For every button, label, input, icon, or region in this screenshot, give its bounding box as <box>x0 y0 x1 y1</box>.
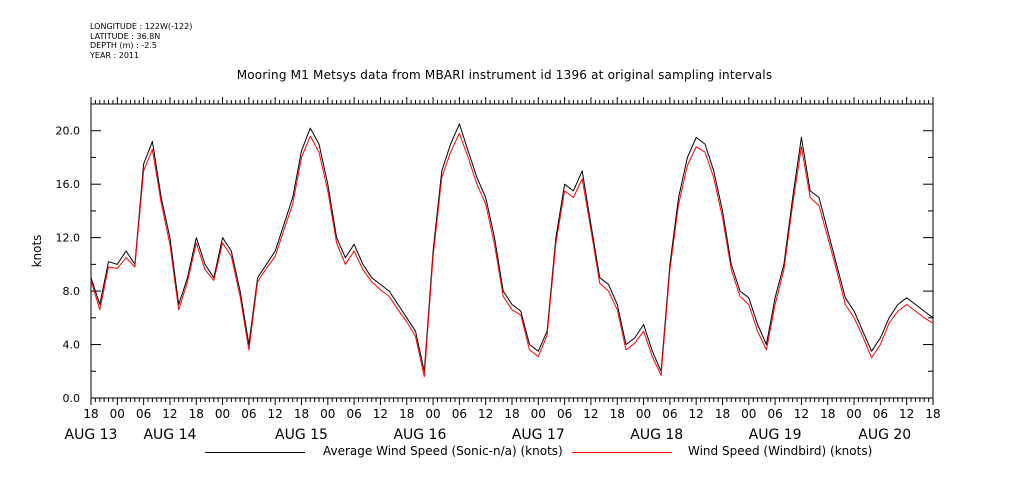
x-day-label: AUG 20 <box>858 427 911 443</box>
x-hour-tick-label: 00 <box>215 407 230 421</box>
legend-label-sonic: Average Wind Speed (Sonic-n/a) (knots) <box>323 444 563 458</box>
y-tick-label: 0.0 <box>63 392 81 405</box>
x-hour-tick-label: 06 <box>557 407 572 421</box>
series-line-windbird <box>90 132 934 378</box>
x-hour-tick-label: 12 <box>268 407 283 421</box>
x-hour-tick-label: 18 <box>83 407 98 421</box>
x-hour-tick-label: 12 <box>583 407 598 421</box>
x-hour-tick-label: 06 <box>346 407 361 421</box>
x-day-label: AUG 13 <box>65 427 118 443</box>
x-day-label: AUG 18 <box>630 427 683 443</box>
x-hour-tick-label: 18 <box>820 407 835 421</box>
x-minor-ticks <box>90 97 934 405</box>
x-hour-tick-label: 00 <box>846 407 861 421</box>
chart-title: Mooring M1 Metsys data from MBARI instru… <box>236 68 773 82</box>
x-hour-tick-label: 12 <box>689 407 704 421</box>
x-day-label: AUG 15 <box>275 427 328 443</box>
x-day-label: AUG 17 <box>512 427 565 443</box>
x-day-label: AUG 14 <box>143 427 196 443</box>
longitude-text: LONGITUDE : 122W(-122) <box>90 22 193 31</box>
x-hour-tick-label: 00 <box>320 407 335 421</box>
x-hour-tick-label: 18 <box>189 407 204 421</box>
y-axis-ticks: 0.0 4.0 8.0 12.0 16.0 20.0 <box>56 125 933 405</box>
x-hour-tick-label: 18 <box>504 407 519 421</box>
x-hour-tick-label: 12 <box>373 407 388 421</box>
x-hour-tick-label: 18 <box>294 407 309 421</box>
x-hour-tick-label: 00 <box>531 407 546 421</box>
plot-frame <box>90 103 934 399</box>
x-hour-tick-label: 06 <box>767 407 782 421</box>
latitude-text: LATITUDE : 36.8N <box>90 31 161 41</box>
x-hour-tick-label: 00 <box>110 407 125 421</box>
x-hour-tick-label: 18 <box>610 407 625 421</box>
x-hour-tick-label: 18 <box>399 407 414 421</box>
depth-text: DEPTH (m) : -2.5 <box>90 41 157 50</box>
x-hour-tick-label: 12 <box>794 407 809 421</box>
x-day-label: AUG 16 <box>393 427 446 443</box>
y-tick-label: 8.0 <box>63 285 81 298</box>
year-text: YEAR : 2011 <box>90 50 140 60</box>
legend: Average Wind Speed (Sonic-n/a) (knots) W… <box>0 444 1009 464</box>
y-tick-label: 12.0 <box>56 232 81 245</box>
x-hour-tick-label: 12 <box>478 407 493 421</box>
x-hour-tick-label: 00 <box>741 407 756 421</box>
x-day-label: AUG 19 <box>749 427 802 443</box>
series-line-sonic <box>90 123 934 372</box>
legend-label-windbird: Wind Speed (Windbird) (knots) <box>688 444 873 458</box>
y-tick-label: 20.0 <box>56 125 81 138</box>
x-hour-tick-label: 12 <box>899 407 914 421</box>
x-hour-tick-label: 18 <box>925 407 940 421</box>
y-tick-label: 4.0 <box>63 339 81 352</box>
x-hour-tick-label: 18 <box>715 407 730 421</box>
x-hour-tick-label: 06 <box>452 407 467 421</box>
x-hour-tick-label: 12 <box>162 407 177 421</box>
y-tick-label: 16.0 <box>56 178 81 191</box>
series-lines <box>90 123 934 378</box>
x-hour-tick-label: 06 <box>662 407 677 421</box>
x-hour-tick-label: 06 <box>873 407 888 421</box>
legend-swatch-sonic <box>205 452 305 453</box>
x-hour-tick-label: 06 <box>136 407 151 421</box>
x-hour-tick-label: 00 <box>425 407 440 421</box>
x-hour-tick-label: 00 <box>636 407 651 421</box>
x-hour-tick-label: 06 <box>241 407 256 421</box>
station-metadata: LONGITUDE : 122W(-122) LATITUDE : 36.8N … <box>90 22 192 60</box>
y-axis-label: knots <box>30 235 44 268</box>
legend-swatch-windbird <box>572 452 672 453</box>
